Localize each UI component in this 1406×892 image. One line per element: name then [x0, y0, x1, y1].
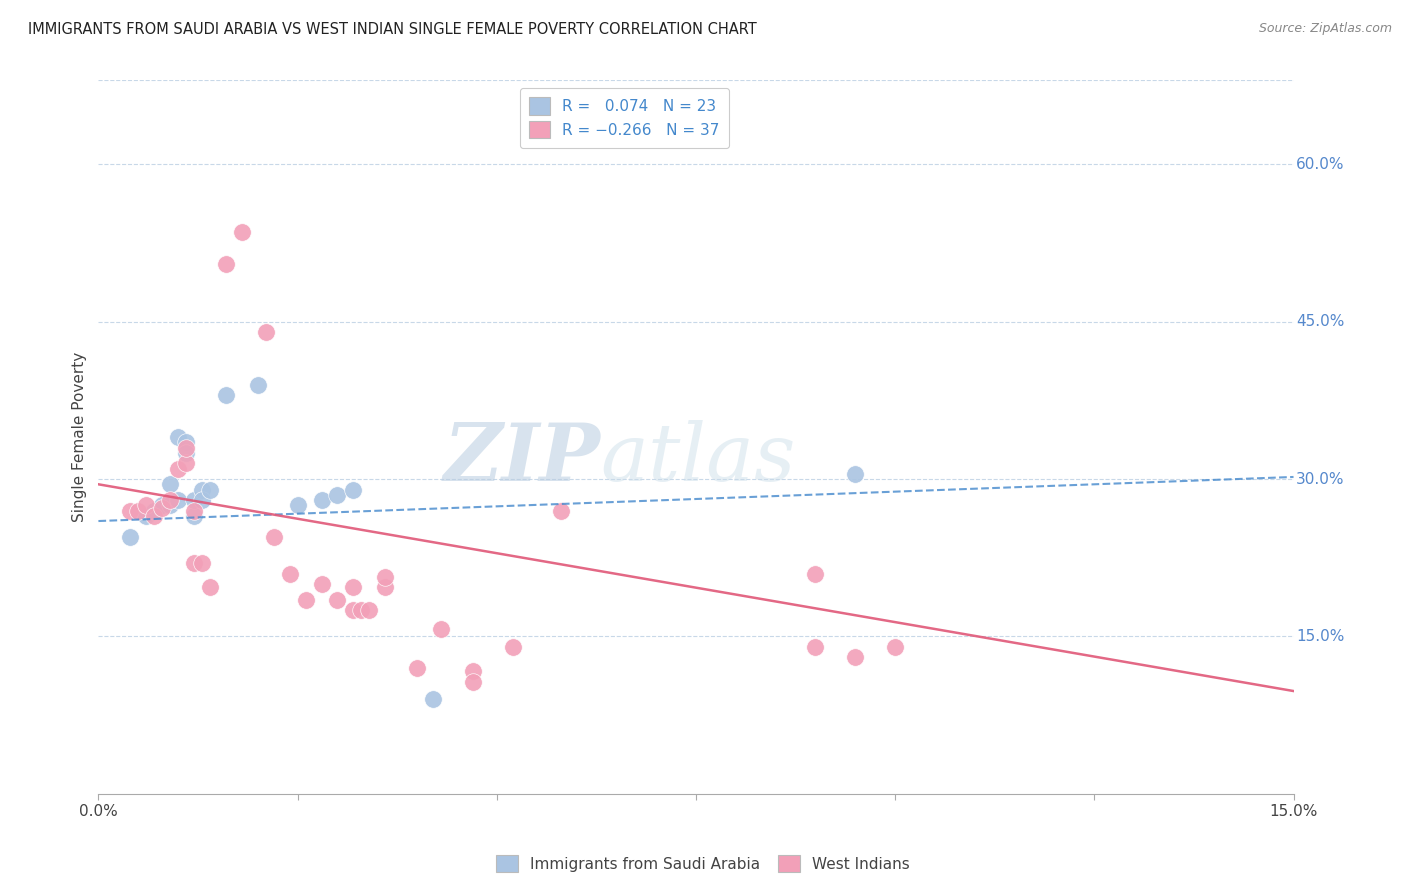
Legend: R =   0.074   N = 23, R = −0.266   N = 37: R = 0.074 N = 23, R = −0.266 N = 37 [520, 88, 728, 148]
Point [326, 592, 349, 607]
Point [287, 498, 309, 512]
Point [120, 530, 142, 544]
Legend: Immigrants from Saudi Arabia, West Indians: Immigrants from Saudi Arabia, West India… [489, 847, 917, 880]
Point [174, 456, 197, 470]
Point [167, 493, 190, 508]
Point [198, 580, 221, 594]
Point [502, 640, 524, 654]
Point [183, 556, 205, 570]
Text: atlas: atlas [600, 420, 796, 497]
Point [135, 508, 157, 523]
Point [150, 501, 173, 516]
Point [127, 503, 149, 517]
Point [143, 503, 166, 517]
Point [342, 580, 364, 594]
Point [183, 493, 205, 508]
Point [342, 483, 364, 497]
Point [804, 640, 827, 654]
Text: 45.0%: 45.0% [1296, 314, 1344, 329]
Text: 15.0%: 15.0% [1296, 629, 1344, 644]
Point [326, 488, 349, 502]
Point [406, 661, 429, 675]
Point [246, 377, 269, 392]
Point [254, 325, 277, 339]
Point [150, 498, 173, 512]
Point [884, 640, 907, 654]
Point [191, 483, 214, 497]
Point [844, 650, 866, 665]
Point [183, 503, 205, 517]
Point [311, 577, 333, 591]
Point [120, 503, 142, 517]
Point [191, 556, 214, 570]
Point [191, 493, 214, 508]
Point [278, 566, 301, 581]
Point [174, 446, 197, 460]
Point [215, 257, 238, 271]
Point [294, 592, 316, 607]
Point [311, 493, 333, 508]
Point [143, 508, 166, 523]
Point [350, 603, 373, 617]
Point [804, 566, 827, 581]
Point [215, 388, 238, 402]
Point [159, 477, 181, 491]
Point [359, 603, 381, 617]
Point [461, 674, 484, 689]
Text: ZIP: ZIP [443, 420, 600, 497]
Point [342, 603, 364, 617]
Point [844, 467, 866, 481]
Point [422, 692, 444, 706]
Point [135, 498, 157, 512]
Text: 30.0%: 30.0% [1296, 472, 1344, 486]
Point [159, 498, 181, 512]
Y-axis label: Single Female Poverty: Single Female Poverty [72, 352, 87, 522]
Point [167, 430, 190, 444]
Point [174, 435, 197, 450]
Text: Source: ZipAtlas.com: Source: ZipAtlas.com [1258, 22, 1392, 36]
Point [159, 493, 181, 508]
Point [198, 483, 221, 497]
Text: IMMIGRANTS FROM SAUDI ARABIA VS WEST INDIAN SINGLE FEMALE POVERTY CORRELATION CH: IMMIGRANTS FROM SAUDI ARABIA VS WEST IND… [28, 22, 756, 37]
Point [430, 622, 453, 636]
Point [374, 569, 396, 583]
Point [167, 461, 190, 475]
Point [461, 664, 484, 678]
Point [183, 508, 205, 523]
Point [550, 503, 572, 517]
Point [263, 530, 285, 544]
Text: 60.0%: 60.0% [1296, 157, 1344, 172]
Point [174, 441, 197, 455]
Point [374, 580, 396, 594]
Point [231, 226, 253, 240]
